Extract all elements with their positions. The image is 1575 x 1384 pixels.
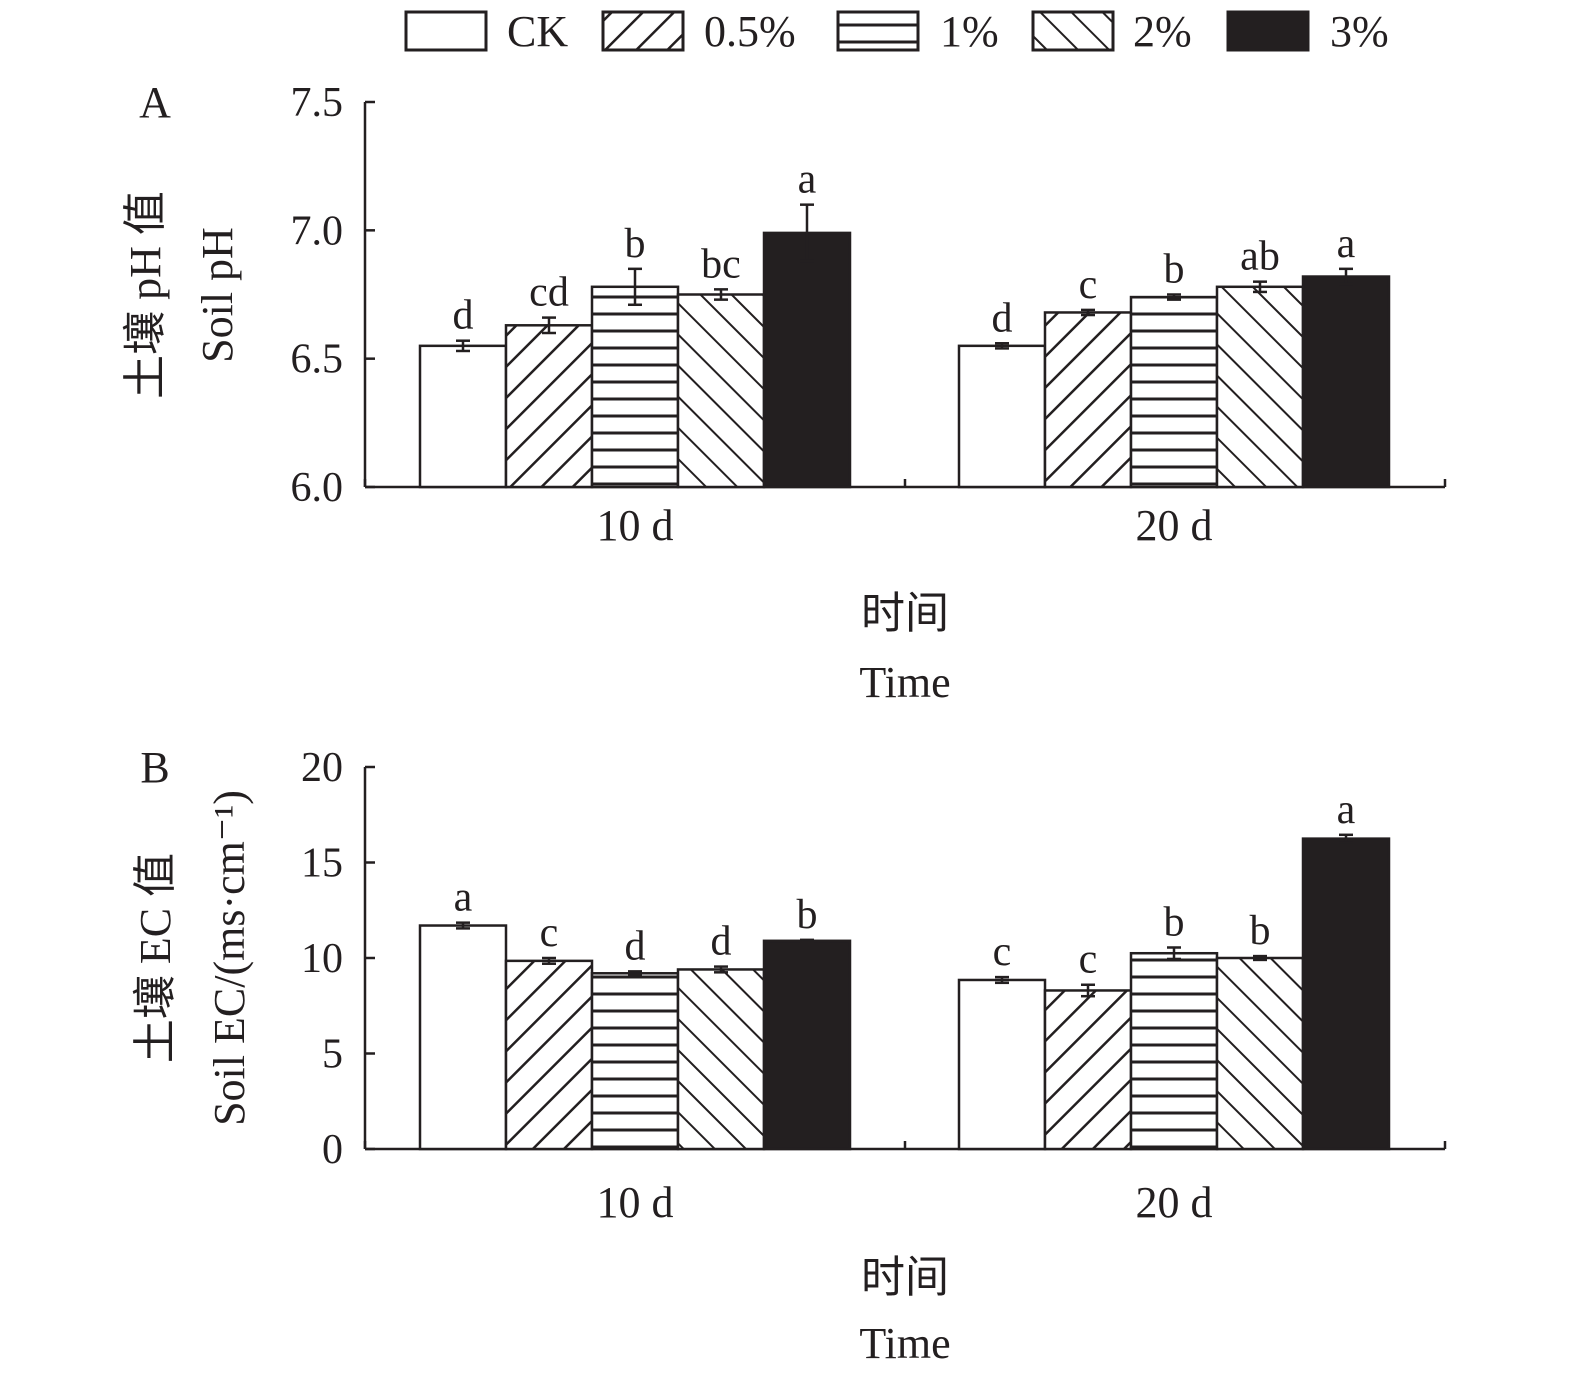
legend-swatch	[404, 10, 488, 52]
bar-1pct	[1129, 295, 1219, 489]
significance-letter: cd	[529, 270, 569, 316]
legend: CK 0.5% 1% 2% 3%	[404, 7, 1389, 56]
bar-3pct	[1301, 275, 1391, 489]
significance-letter: b	[797, 892, 818, 938]
y-axis-title: Soil pH	[193, 227, 242, 363]
bar-ck	[957, 978, 1047, 1151]
legend-swatch	[1031, 10, 1115, 52]
x-axis-title: Time	[859, 1319, 950, 1368]
legend-swatch	[601, 10, 685, 52]
bar-1pct	[590, 972, 680, 1151]
panel-a: A 6.0 6.5 7.0 7.5 10 d 20 d 时间 Time 土壤 pH 值 Soil p…	[121, 78, 1447, 707]
x-category-label: 20 d	[1136, 501, 1213, 550]
significance-letter: d	[992, 295, 1013, 341]
bar-0-5pct	[504, 959, 594, 1151]
significance-letter: d	[453, 293, 474, 339]
bar-3pct	[762, 939, 852, 1151]
bar-ck	[418, 924, 508, 1151]
legend-swatch	[836, 10, 920, 52]
y-tick-label: 10	[301, 936, 343, 982]
panel-label: A	[139, 78, 171, 127]
y-tick-label: 20	[301, 745, 343, 791]
bar-ck	[957, 344, 1047, 489]
bar-ck	[418, 344, 508, 489]
x-category-label: 20 d	[1136, 1178, 1213, 1227]
y-axis-title-cn: 土壤 EC 值	[131, 853, 180, 1063]
bar-2pct	[1215, 956, 1305, 1151]
legend-label: CK	[507, 7, 568, 56]
panel-label: B	[140, 743, 169, 792]
significance-letter: a	[454, 875, 473, 921]
significance-letter: a	[798, 157, 817, 203]
bar-2pct	[676, 968, 766, 1151]
significance-letter: a	[1337, 787, 1356, 833]
bar-3pct	[762, 231, 852, 489]
y-tick-label: 5	[322, 1032, 343, 1078]
significance-letter: b	[1164, 247, 1185, 293]
y-tick-label: 7.0	[291, 208, 344, 254]
bar-0-5pct	[1043, 989, 1133, 1151]
significance-letter: d	[625, 923, 646, 969]
significance-letter: c	[993, 929, 1012, 975]
x-axis-title-cn: 时间	[861, 1253, 949, 1302]
bar-2pct	[1215, 285, 1305, 489]
legend-label: 3%	[1330, 7, 1389, 56]
significance-letter: b	[625, 221, 646, 267]
y-tick-label: 6.5	[291, 337, 344, 383]
x-category-label: 10 d	[597, 501, 674, 550]
bar-1pct	[590, 285, 680, 489]
bar-2pct	[676, 293, 766, 489]
significance-letter: b	[1250, 908, 1271, 954]
significance-letter: a	[1337, 221, 1356, 267]
significance-letter: c	[1079, 937, 1098, 983]
bar-0-5pct	[1043, 311, 1133, 489]
significance-letter: c	[1079, 262, 1098, 308]
y-tick-label: 6.0	[291, 465, 344, 511]
bar-3pct	[1301, 837, 1391, 1151]
legend-swatch	[1226, 10, 1310, 52]
y-axis-title-cn: 土壤 pH 值	[121, 191, 170, 399]
significance-letter: bc	[701, 241, 741, 287]
x-axis-title: Time	[859, 658, 950, 707]
y-axis-title: Soil EC/(ms·cm⁻¹)	[205, 790, 254, 1126]
bar-0-5pct	[504, 324, 594, 489]
significance-letter: d	[711, 919, 732, 965]
panel-b: B 0 5 10 15 20 10 d 20 d 时间 Time 土壤 EC 值 Soil EC/(m…	[131, 743, 1447, 1368]
y-tick-label: 0	[322, 1127, 343, 1173]
x-axis-title-cn: 时间	[861, 589, 949, 638]
legend-label: 2%	[1133, 7, 1192, 56]
x-category-label: 10 d	[597, 1178, 674, 1227]
legend-label: 0.5%	[704, 7, 796, 56]
bar-1pct	[1129, 951, 1219, 1151]
significance-letter: ab	[1240, 234, 1280, 280]
significance-letter: c	[540, 910, 559, 956]
y-tick-label: 7.5	[291, 80, 344, 126]
legend-label: 1%	[940, 7, 999, 56]
y-tick-label: 15	[301, 841, 343, 887]
significance-letter: b	[1164, 899, 1185, 945]
